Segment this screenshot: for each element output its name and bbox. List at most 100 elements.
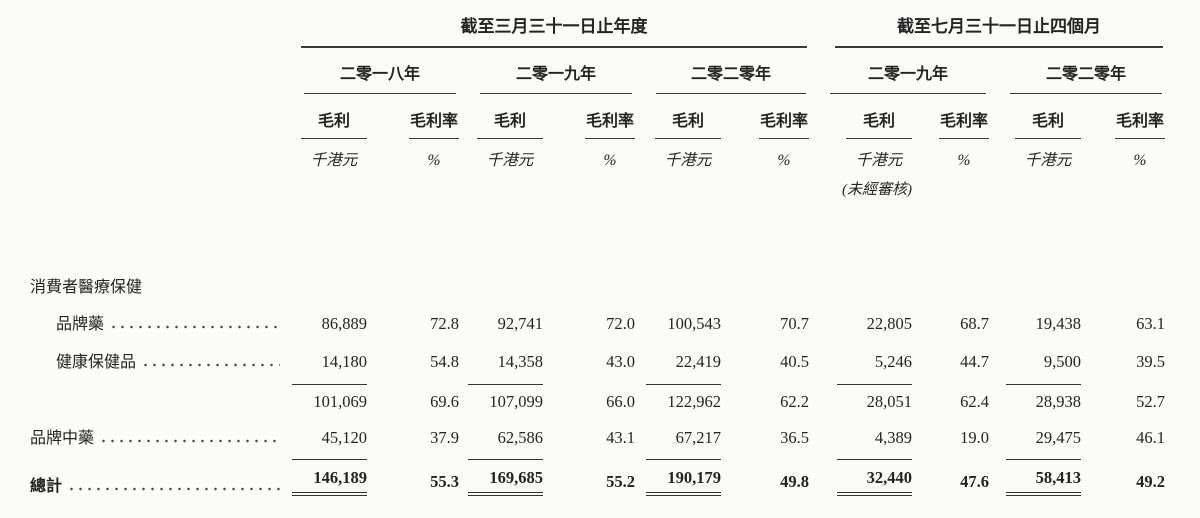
gpm-header: 毛利率 [912, 94, 989, 139]
period-group-header-row: 截至三月三十一日止年度 截至七月三十一日止四個月 [30, 12, 1165, 48]
unaudited-note-row: (未經審核) [30, 170, 1165, 199]
section-header-label: 消費者醫療保健 [30, 279, 143, 296]
gp-unit: 千港元 [664, 152, 712, 169]
gpm-value-cell: 62.4 [960, 392, 989, 411]
gpm-value-cell: 39.5 [1136, 352, 1165, 371]
gpm-value-cell: 70.7 [780, 314, 809, 333]
gp-total-cell: 190,179 [635, 450, 721, 496]
period-group-2-title: 截至七月三十一日止四個月 [835, 12, 1163, 48]
gpm-total-cell: 49.2 [1136, 472, 1165, 491]
gp-unit: 千港元 [855, 152, 903, 169]
gpm-unit: % [603, 152, 617, 169]
gp-total-cell: 169,685 [459, 450, 543, 496]
gpm-value-cell: 72.8 [430, 314, 459, 333]
gp-header: 毛利 [283, 94, 367, 139]
year-header-4m-2020: 二零二零年 [989, 48, 1165, 94]
gp-value-cell: 28,938 [989, 374, 1081, 412]
gpm-unit: % [777, 152, 791, 169]
gpm-total-cell: 49.8 [780, 472, 809, 491]
year-header-2019: 二零一九年 [459, 48, 635, 94]
total-label: 總計 [30, 478, 63, 495]
gp-value-cell: 62,586 [497, 428, 543, 447]
period-group-1-title: 截至三月三十一日止年度 [301, 12, 807, 48]
gp-value-cell: 100,543 [667, 314, 721, 333]
row-label: 品牌中藥 [30, 430, 95, 447]
gpm-value-cell: 43.0 [606, 352, 635, 371]
unaudited-note: (未經審核) [842, 182, 912, 198]
label-column-spacer [30, 12, 283, 48]
dot-leader [99, 430, 280, 446]
year-header-2018: 二零一八年 [283, 48, 459, 94]
row-health-supplements: 健康保健品 14,180 54.8 14,358 43.0 22,419 40.… [30, 336, 1165, 374]
gpm-header: 毛利率 [367, 94, 459, 139]
gp-total-cell: 146,189 [283, 450, 367, 496]
gp-unit: 千港元 [486, 152, 534, 169]
measure-header-row: 毛利 毛利率 毛利 毛利率 毛利 毛利率 毛利 毛利率 毛利 毛利率 [30, 94, 1165, 139]
gpm-value-cell: 68.7 [960, 314, 989, 333]
row-branded-drugs: 品牌藥 86,889 72.8 92,741 72.0 100,543 70.7… [30, 298, 1165, 336]
gp-value-cell: 14,180 [321, 352, 367, 371]
section-header-row: 消費者醫療保健 [30, 273, 1165, 298]
row-consumer-healthcare-subtotal: 101,069 69.6 107,099 66.0 122,962 62.2 2… [30, 374, 1165, 412]
gpm-value-cell: 19.0 [960, 428, 989, 447]
gpm-value-cell: 36.5 [780, 428, 809, 447]
gp-unit: 千港元 [310, 152, 358, 169]
gpm-value-cell: 54.8 [430, 352, 459, 371]
gpm-value-cell: 63.1 [1136, 314, 1165, 333]
gp-value-cell: 28,051 [809, 374, 912, 412]
dot-leader [109, 316, 280, 332]
gp-value-cell: 29,475 [1035, 428, 1081, 447]
gpm-value-cell: 43.1 [606, 428, 635, 447]
gp-unit: 千港元 [1024, 152, 1072, 169]
dot-leader [141, 354, 280, 370]
gpm-header: 毛利率 [1081, 94, 1165, 139]
gp-header: 毛利 [809, 94, 912, 139]
gp-value-cell: 22,805 [866, 314, 912, 333]
unit-row: 千港元 % 千港元 % 千港元 % 千港元 % 千港元 % [30, 139, 1165, 170]
gp-value-cell: 86,889 [321, 314, 367, 333]
gpm-value-cell: 40.5 [780, 352, 809, 371]
year-header-2020: 二零二零年 [635, 48, 809, 94]
gp-value-cell: 9,500 [1043, 352, 1081, 371]
year-header-row: 二零一八年 二零一九年 二零二零年 二零一九年 二零二零年 [30, 48, 1165, 94]
gp-header: 毛利 [635, 94, 721, 139]
gpm-total-cell: 55.3 [430, 472, 459, 491]
gpm-value-cell: 52.7 [1136, 392, 1165, 411]
gross-profit-table: 截至三月三十一日止年度 截至七月三十一日止四個月 二零一八年 二零一九年 二零二… [30, 12, 1165, 496]
row-total: 總計 146,189 55.3 169,685 55.2 190,179 49.… [30, 450, 1165, 496]
gpm-value-cell: 72.0 [606, 314, 635, 333]
gp-value-cell: 5,246 [874, 352, 912, 371]
period-group-1-header-cell: 截至三月三十一日止年度 [283, 12, 809, 48]
row-label: 品牌藥 [56, 316, 105, 333]
gp-value-cell: 67,217 [675, 428, 721, 447]
gpm-value-cell: 69.6 [430, 392, 459, 411]
gpm-value-cell: 62.2 [780, 392, 809, 411]
year-header-4m-2019: 二零一九年 [809, 48, 989, 94]
gp-value-cell: 101,069 [283, 374, 367, 412]
period-group-2-header-cell: 截至七月三十一日止四個月 [809, 12, 1165, 48]
row-branded-tcm: 品牌中藥 45,120 37.9 62,586 43.1 67,217 36.5… [30, 412, 1165, 450]
gp-value-cell: 4,389 [874, 428, 912, 447]
gpm-unit: % [957, 152, 971, 169]
gp-value-cell: 45,120 [321, 428, 367, 447]
gpm-value-cell: 37.9 [430, 428, 459, 447]
gpm-unit: % [1133, 152, 1147, 169]
gpm-header: 毛利率 [543, 94, 635, 139]
gp-value-cell: 22,419 [675, 352, 721, 371]
gp-header: 毛利 [989, 94, 1081, 139]
gp-header: 毛利 [459, 94, 543, 139]
gp-value-cell: 14,358 [497, 352, 543, 371]
dot-leader [67, 478, 280, 494]
gp-value-cell: 19,438 [1035, 314, 1081, 333]
gpm-total-cell: 47.6 [960, 472, 989, 491]
gpm-total-cell: 55.2 [606, 472, 635, 491]
gp-value-cell: 107,099 [459, 374, 543, 412]
row-label: 健康保健品 [56, 354, 137, 371]
spacer-row [30, 199, 1165, 273]
gp-value-cell: 92,741 [497, 314, 543, 333]
gpm-value-cell: 46.1 [1136, 428, 1165, 447]
gp-total-cell: 32,440 [809, 450, 912, 496]
gp-value-cell: 122,962 [635, 374, 721, 412]
gpm-header: 毛利率 [721, 94, 809, 139]
